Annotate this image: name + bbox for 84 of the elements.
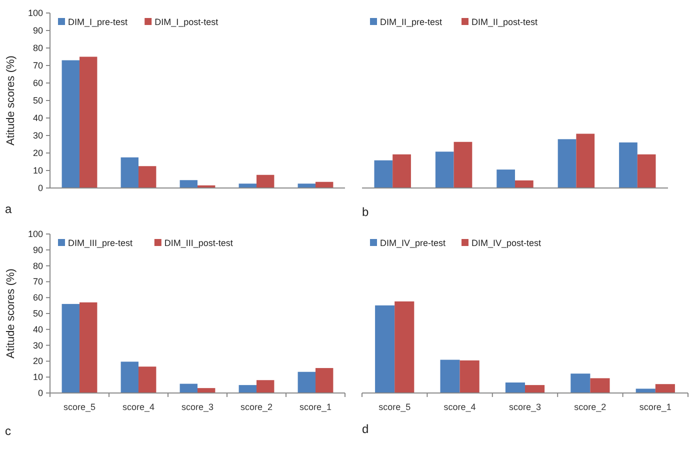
x-tick-label: score_5 <box>63 402 96 412</box>
y-tick-label: 20 <box>32 356 43 366</box>
bar <box>198 388 216 393</box>
y-tick-label: 40 <box>32 324 43 334</box>
x-tick-label: score_1 <box>639 402 672 412</box>
bar <box>80 302 98 393</box>
bar <box>256 174 274 188</box>
text: d <box>362 422 369 436</box>
y-tick-label: 70 <box>32 60 43 70</box>
y-tick-label: 100 <box>28 229 43 239</box>
bar <box>576 134 595 188</box>
y-tick-label: 50 <box>32 96 43 106</box>
x-tick-label: score_4 <box>122 402 155 412</box>
legend-label: DIM_I_pre-test <box>68 17 128 27</box>
bar <box>120 157 138 188</box>
legend-label: DIM_IV_post-test <box>472 238 542 248</box>
y-tick-label: 50 <box>32 308 43 318</box>
y-tick-label: 80 <box>32 43 43 53</box>
bar <box>637 154 656 188</box>
x-tick-label: score_1 <box>299 402 332 412</box>
y-tick-label: 90 <box>32 26 43 36</box>
bar <box>496 170 515 188</box>
text: c <box>5 424 11 438</box>
legend-label: DIM_IV_pre-test <box>380 238 446 248</box>
y-tick-label: 100 <box>28 8 43 18</box>
bar <box>316 368 334 393</box>
bar <box>256 380 274 393</box>
y-tick-label: 60 <box>32 292 43 303</box>
bar <box>515 180 534 188</box>
legend-label: DIM_II_post-test <box>472 17 538 27</box>
legend-label: DIM_II_pre-test <box>380 17 443 27</box>
y-axis-title: Atitude scores (%) <box>5 268 17 358</box>
bar <box>374 160 393 188</box>
x-tick-label: score_2 <box>240 402 273 412</box>
bar <box>619 142 638 188</box>
y-tick-label: 10 <box>32 372 43 382</box>
bar <box>454 142 472 188</box>
bar <box>392 154 411 188</box>
text: a <box>5 202 12 216</box>
legend-label: DIM_III_post-test <box>164 238 234 248</box>
y-tick-label: 30 <box>32 340 43 350</box>
bar <box>570 374 590 393</box>
y-tick-label: 0 <box>38 388 43 398</box>
bar <box>525 385 545 393</box>
bar <box>590 378 610 393</box>
bar <box>394 301 414 393</box>
x-tick-label: score_3 <box>508 402 542 412</box>
bar <box>180 384 198 393</box>
bar <box>655 384 675 393</box>
bar <box>120 362 138 393</box>
x-tick-label: score_5 <box>378 402 411 412</box>
y-tick-label: 30 <box>32 130 43 140</box>
bar <box>298 372 316 393</box>
bar <box>375 305 395 393</box>
bar <box>558 139 576 188</box>
y-tick-label: 40 <box>32 113 43 123</box>
legend-label: DIM_III_pre-test <box>68 238 134 248</box>
y-tick-label: 90 <box>32 244 43 255</box>
x-tick-label: score_4 <box>444 402 476 412</box>
bar <box>238 385 256 393</box>
x-tick-label: score_3 <box>181 402 214 412</box>
legend-label: DIM_I_post-test <box>154 17 219 27</box>
bar <box>440 360 460 393</box>
bar <box>138 166 156 188</box>
y-tick-label: 10 <box>32 166 43 176</box>
bar <box>180 180 198 188</box>
bar <box>505 382 525 393</box>
bar <box>435 152 454 188</box>
y-tick-label: 20 <box>32 148 43 158</box>
bar <box>62 304 80 393</box>
bar <box>238 184 256 188</box>
y-axis-title: Atitude scores (%) <box>5 56 17 146</box>
bar <box>636 388 656 393</box>
text: b <box>362 205 369 219</box>
bar <box>138 366 156 393</box>
y-tick-label: 70 <box>32 276 43 287</box>
bar <box>298 184 316 188</box>
bar <box>460 360 480 393</box>
y-tick-label: 0 <box>38 183 43 193</box>
bar <box>62 60 80 188</box>
y-tick-label: 80 <box>32 260 43 271</box>
bar <box>80 56 98 188</box>
x-tick-label: score_2 <box>574 402 606 412</box>
y-tick-label: 60 <box>32 78 43 88</box>
